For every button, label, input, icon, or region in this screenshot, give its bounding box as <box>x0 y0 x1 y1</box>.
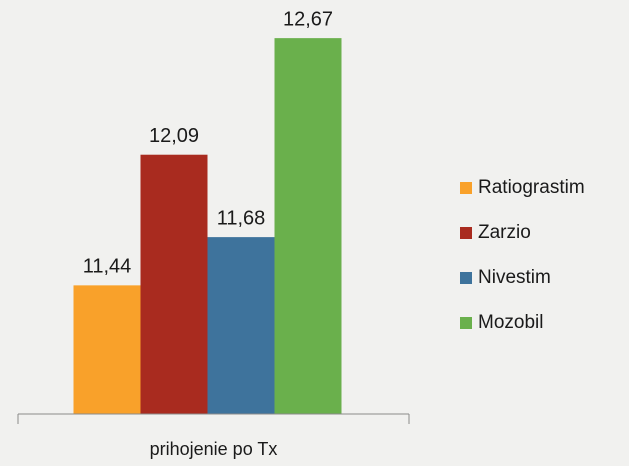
data-label: 12,67 <box>283 8 333 30</box>
bar <box>140 154 208 414</box>
legend-label: Nivestim <box>478 267 551 288</box>
bar <box>207 237 275 414</box>
legend-label: Zarzio <box>478 222 531 243</box>
data-label: 11,68 <box>217 207 266 229</box>
data-label: 12,09 <box>149 125 199 147</box>
legend-swatch <box>460 272 472 284</box>
legend-swatch <box>460 317 472 329</box>
legend-swatch <box>460 227 472 239</box>
bar <box>274 38 342 414</box>
legend-label: Mozobil <box>478 312 543 333</box>
legend-label: Ratiograstim <box>478 177 585 198</box>
bar <box>73 285 141 414</box>
data-label: 11,44 <box>83 256 132 278</box>
legend-swatch <box>460 182 472 194</box>
x-tick-label: prihojenie po Tx <box>150 439 278 459</box>
